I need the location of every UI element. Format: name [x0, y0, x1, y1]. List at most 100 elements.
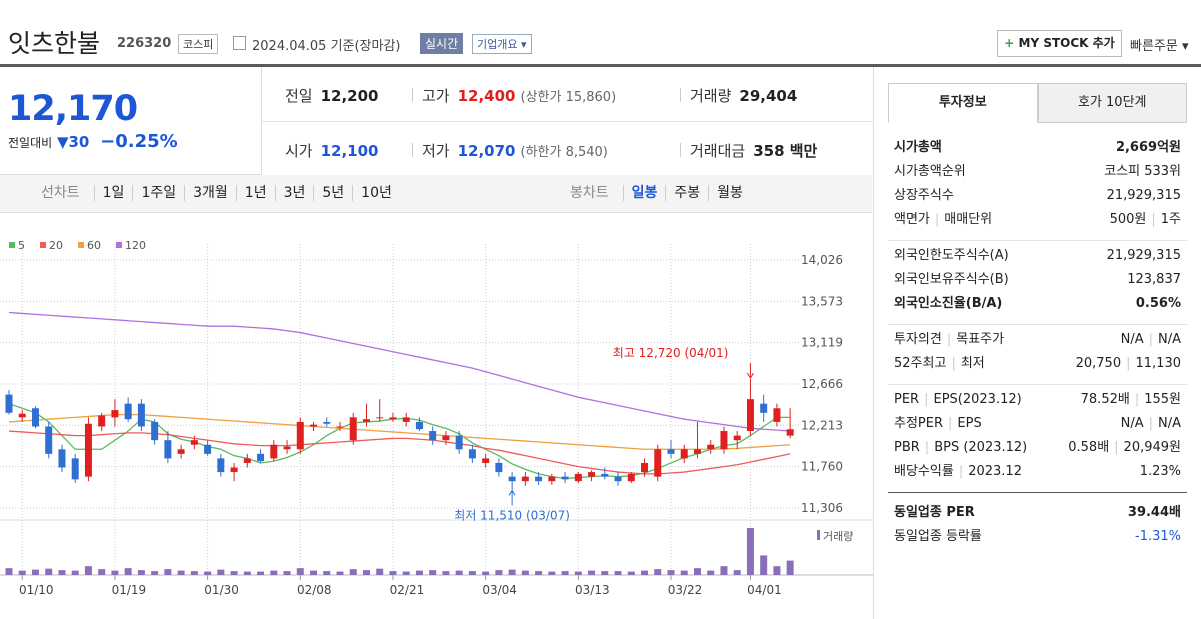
y-tick-label: 11,760	[801, 460, 843, 474]
candle-body	[693, 449, 701, 454]
info-value-part: N/A	[1144, 332, 1181, 347]
info-label-part: 외국인소진율(B/A)	[894, 296, 1003, 311]
candle-body	[707, 444, 715, 450]
info-row: 시가총액순위 코스피 533위	[888, 160, 1187, 184]
volume-bar	[574, 571, 582, 575]
period-option[interactable]: 1년	[235, 185, 275, 201]
candle-body	[84, 423, 92, 477]
quick-order[interactable]: 빠른주문 ▾	[1130, 39, 1189, 54]
info-label-part: 최저	[946, 356, 984, 371]
period-option[interactable]: 3개월	[184, 185, 236, 201]
info-label-part: 외국인보유주식수(B)	[894, 272, 1009, 287]
volume-bar	[415, 570, 423, 575]
summary-cell: 거래량 29,404	[679, 85, 798, 106]
info-tab[interactable]: 호가 10단계	[1037, 83, 1187, 123]
info-section: 외국인한도주식수(A) 21,929,315 외국인보유주식수(B) 123,837 외…	[888, 241, 1187, 325]
mystock-button[interactable]: + MY STOCK 추가	[997, 30, 1122, 57]
volume-bar	[614, 571, 622, 575]
summary-label: 전일	[285, 87, 313, 105]
info-value: 0.56%	[1136, 292, 1181, 316]
info-section: PEREPS(2023.12)78.52배155원추정PEREPSN/AN/AP…	[888, 385, 1187, 493]
info-label-part: 시가총액	[894, 140, 942, 155]
summary-cell: 저가 12,070 (하한가 8,540)	[412, 140, 608, 161]
candle-body	[296, 421, 304, 450]
volume-bar	[667, 570, 675, 575]
summary-note: (상한가 15,860)	[520, 90, 617, 105]
info-value-part: 39.44배	[1127, 505, 1181, 520]
volume-bar	[190, 571, 198, 575]
info-label-part: 외국인한도주식수(A)	[894, 248, 1009, 263]
candle-body	[495, 462, 503, 473]
period-option[interactable]: 1주일	[132, 185, 184, 201]
volume-bar	[270, 570, 278, 575]
info-row: 외국인소진율(B/A) 0.56%	[888, 292, 1187, 316]
volume-bar	[720, 566, 728, 575]
info-label-part: 액면가	[894, 212, 930, 227]
volume-bar	[429, 570, 437, 575]
info-section: 시가총액 2,669억원 시가총액순위 코스피 533위 상장주식수 21,929,315…	[888, 133, 1187, 241]
y-tick-label: 14,026	[801, 253, 843, 267]
volume-bar	[111, 570, 119, 575]
summary-label: 고가	[422, 87, 450, 105]
summary-row: 시가 12,100 저가 12,070 (하한가 8,540) 거래대금 358 백만	[262, 121, 873, 176]
company-link[interactable]: 기업개요 ▾	[472, 34, 532, 54]
volume-bar	[535, 571, 543, 575]
candle-option[interactable]: 월봉	[708, 185, 751, 201]
info-label: 동일업종 등락률	[894, 525, 982, 549]
volume-bar	[693, 568, 701, 575]
info-label-part: 2023.12	[954, 464, 1022, 479]
candle-body	[786, 429, 794, 436]
candle-body	[190, 440, 198, 445]
summary-value: 12,070	[457, 142, 516, 160]
high-annotation: 최고 12,720 (04/01)	[613, 346, 729, 360]
info-label: 동일업종 PER	[894, 501, 975, 525]
mystock-text: MY STOCK 추가	[1018, 36, 1115, 50]
candle-body	[455, 435, 463, 450]
info-label: 시가총액순위	[894, 160, 966, 184]
info-value-part: 코스피 533위	[1104, 164, 1181, 179]
candle-body	[230, 467, 238, 473]
summary-value: 29,404	[739, 87, 798, 105]
volume-bar	[310, 570, 318, 575]
info-row: 추정PEREPS N/AN/A	[888, 412, 1187, 436]
candle-body	[508, 476, 516, 482]
change-value: 30	[68, 133, 90, 151]
info-label-part: EPS	[943, 416, 982, 431]
info-label-part: BPS (2023.12)	[920, 440, 1027, 455]
candle-body	[111, 410, 119, 418]
period-option[interactable]: 10년	[352, 185, 400, 201]
candle-body	[310, 424, 318, 427]
summary-label: 시가	[285, 142, 313, 160]
summary-value: 12,100	[320, 142, 379, 160]
candle-body	[627, 473, 635, 482]
candle-body	[429, 431, 437, 441]
info-value-part: 21,929,315	[1106, 248, 1181, 263]
candle-body	[402, 417, 410, 422]
info-value-part: 21,929,315	[1106, 188, 1181, 203]
info-value: N/AN/A	[1121, 412, 1181, 436]
candle-option[interactable]: 주봉	[665, 185, 708, 201]
volume-legend: 거래량	[823, 530, 853, 543]
candle-option[interactable]: 일봉	[622, 185, 666, 201]
info-label-part: 상장주식수	[894, 188, 954, 203]
company-text: 기업개요	[477, 38, 518, 51]
summary-cell: 거래대금 358 백만	[679, 140, 817, 161]
candle-body	[746, 399, 754, 432]
info-label: 상장주식수	[894, 184, 954, 208]
volume-bar	[376, 568, 384, 575]
volume-bar	[84, 566, 92, 575]
info-row: 외국인한도주식수(A) 21,929,315	[888, 244, 1187, 268]
realtime-badge[interactable]: 실시간	[420, 33, 464, 54]
info-row: 상장주식수 21,929,315	[888, 184, 1187, 208]
period-option[interactable]: 3년	[274, 185, 314, 201]
period-option[interactable]: 5년	[313, 185, 352, 201]
info-value-part: 1.23%	[1139, 464, 1181, 479]
market-badge: 코스피	[178, 34, 219, 54]
volume-bar	[31, 569, 39, 575]
period-option[interactable]: 1일	[93, 185, 133, 201]
info-tab[interactable]: 투자정보	[888, 83, 1038, 123]
x-tick-label: 02/08	[297, 583, 332, 597]
candle-body	[521, 476, 529, 482]
info-section: 동일업종 PER 39.44배 동일업종 등락률 -1.31%	[888, 492, 1187, 557]
